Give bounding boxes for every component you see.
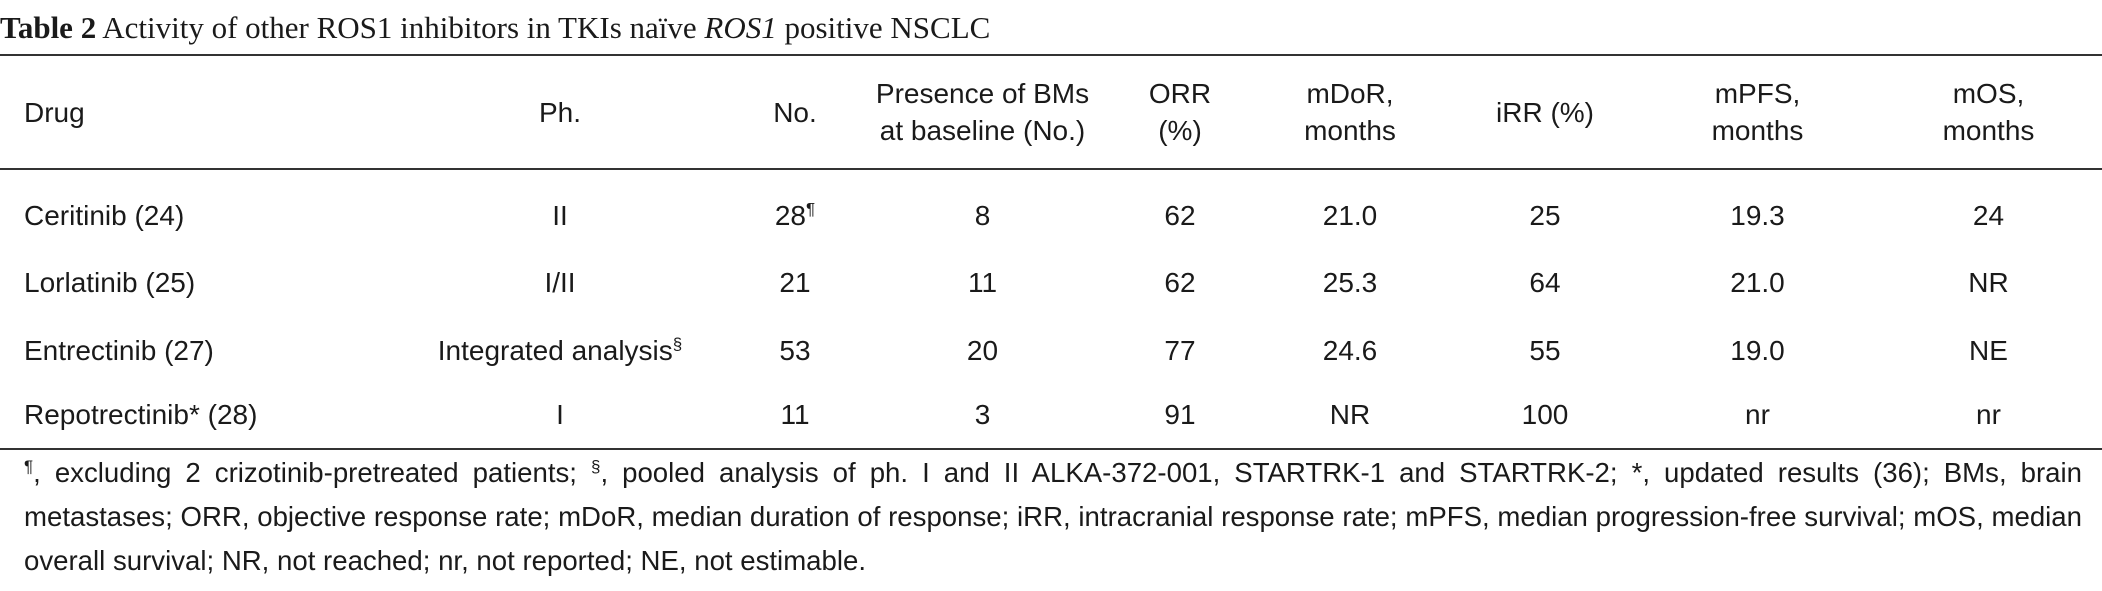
table-row: Repotrectinib* (28) I 11 3 91 NR 100 nr … — [0, 385, 2102, 450]
cell-number: 53 — [779, 335, 811, 366]
table-row: Ceritinib (24) II 28¶ 8 62 21.0 25 19.3 … — [0, 169, 2102, 249]
cell-drug: Entrectinib (27) — [24, 335, 214, 366]
cell-mpfs: 21.0 — [1730, 267, 1785, 298]
cell-brain-metastases: 8 — [974, 199, 991, 231]
cell-mdor: 21.0 — [1322, 199, 1378, 231]
cell-phase: I — [385, 385, 735, 450]
cell-mpfs: 19.3 — [1730, 199, 1785, 231]
cell-number: 28¶ — [774, 199, 816, 231]
table-row: Entrectinib (27) Integrated analysis§ 53… — [0, 317, 2102, 385]
cell-orr: 91 — [1110, 385, 1250, 450]
header-orr: ORR (%) — [1110, 54, 1250, 170]
cell-mos: 24 — [1972, 199, 2005, 231]
cell-mdor: 24.6 — [1322, 335, 1378, 366]
caption-text: Activity of other ROS1 inhibitors in TKI… — [102, 10, 697, 45]
header-drug: Drug — [0, 54, 385, 170]
cell-orr: 77 — [1164, 335, 1196, 366]
cell-brain-metastases: 11 — [967, 267, 998, 298]
cell-drug: Repotrectinib* (28) — [0, 385, 385, 450]
footnote-symbol-pilcrow: ¶ — [24, 456, 34, 476]
header-mpfs: mPFS, months — [1640, 54, 1875, 170]
cell-mpfs: nr — [1640, 385, 1875, 450]
header-irr: iRR (%) — [1450, 54, 1640, 170]
cell-drug: Ceritinib (24) — [24, 199, 185, 231]
header-number: No. — [735, 54, 855, 170]
cell-phase: I/II — [544, 267, 576, 298]
cell-drug: Lorlatinib (25) — [24, 267, 196, 298]
cell-number: 11 — [735, 385, 855, 450]
cell-phase: Integrated analysis§ — [437, 334, 683, 366]
table-caption: Table 2 Activity of other ROS1 inhibitor… — [0, 6, 2102, 50]
cell-brain-metastases: 20 — [966, 335, 999, 366]
table-header-row: Drug Ph. No. Presence of BMs at baseline … — [0, 54, 2102, 170]
cell-mos: NE — [1969, 335, 2008, 366]
footnote-text: , pooled analysis of ph. I and II ALKA-3… — [24, 457, 2082, 576]
footnote-marker: § — [672, 334, 683, 354]
cell-mdor: 25.3 — [1322, 267, 1378, 298]
cell-mpfs: 19.0 — [1730, 335, 1785, 366]
header-mos: mOS, months — [1875, 54, 2102, 170]
footnote-marker: ¶ — [806, 199, 816, 219]
cell-orr: 62 — [1164, 199, 1196, 231]
cell-phase: II — [552, 199, 568, 231]
cell-mos: nr — [1875, 385, 2102, 450]
header-phase: Ph. — [385, 54, 735, 170]
footnote-text: , excluding 2 crizotinib-pretreated pati… — [33, 457, 591, 488]
header-brain-metastases: Presence of BMs at baseline (No.) — [855, 54, 1110, 170]
cell-irr: 100 — [1450, 385, 1640, 450]
cell-mos: NR — [1968, 267, 2009, 298]
table-footnote: ¶, excluding 2 crizotinib-pretreated pat… — [24, 451, 2082, 583]
footnote-symbol-section: § — [590, 456, 601, 476]
caption-text-end: positive NSCLC — [784, 10, 991, 45]
cell-orr: 62 — [1164, 267, 1196, 298]
table-row: Lorlatinib (25) I/II 21 11 62 25.3 64 21… — [0, 249, 2102, 317]
cell-irr: 25 — [1529, 199, 1561, 231]
table-label: Table 2 — [0, 10, 97, 45]
cell-brain-metastases: 3 — [855, 385, 1110, 450]
cell-irr: 64 — [1529, 267, 1561, 298]
cell-irr: 55 — [1529, 335, 1561, 366]
header-mdor: mDoR, months — [1250, 54, 1450, 170]
results-table: Drug Ph. No. Presence of BMs at baseline … — [0, 54, 2102, 450]
caption-italic-gene: ROS1 — [704, 10, 777, 45]
cell-number: 21 — [779, 267, 811, 298]
cell-mdor: NR — [1250, 385, 1450, 450]
